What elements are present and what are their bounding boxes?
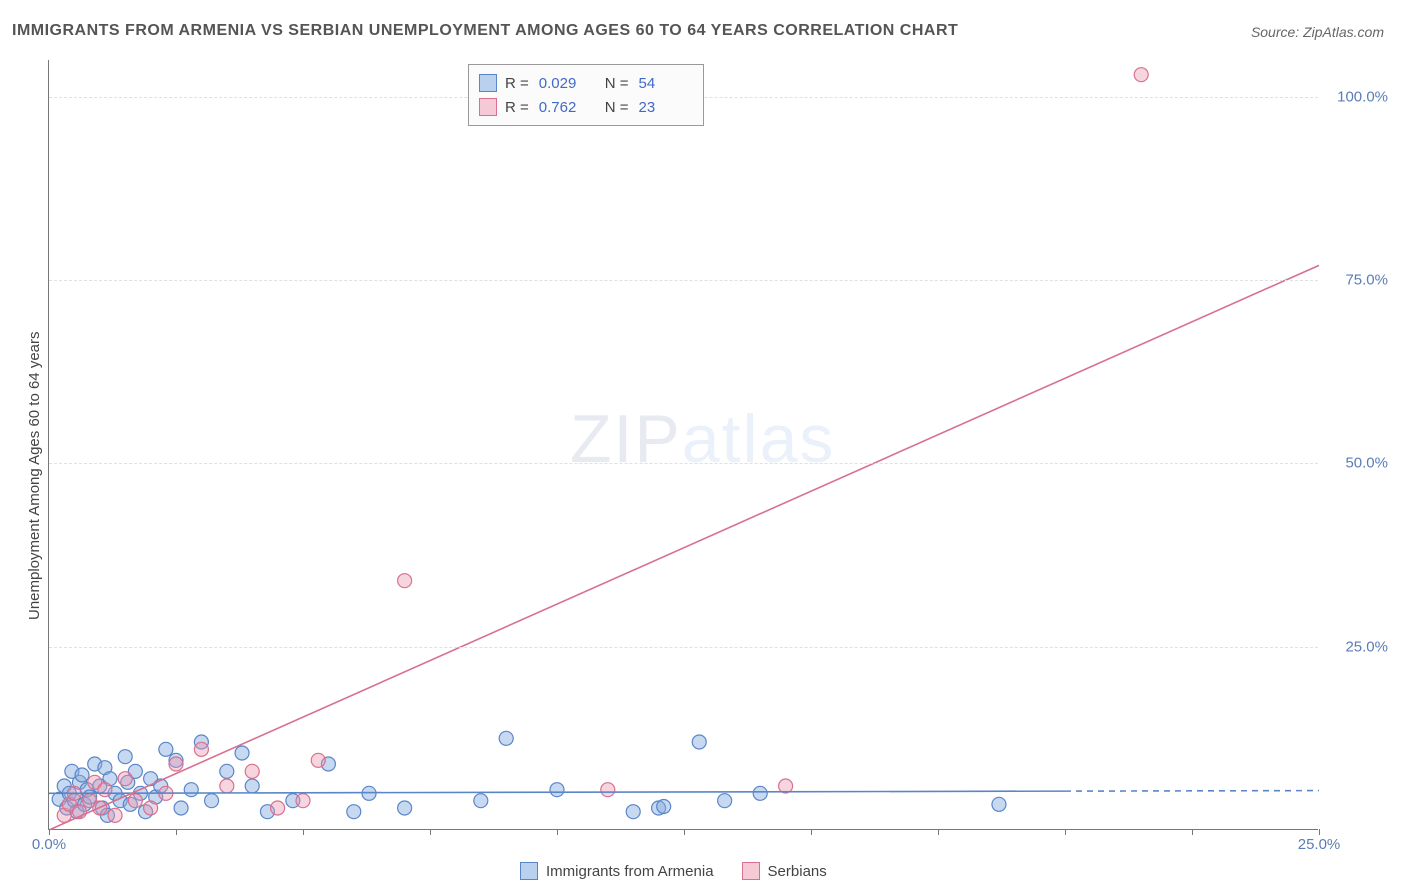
series-legend: Immigrants from Armenia Serbians [520,862,827,880]
x-tick-mark [430,829,431,835]
x-tick-mark [1192,829,1193,835]
data-point [398,574,412,588]
regression-line [49,265,1319,830]
data-point [550,783,564,797]
data-point [474,794,488,808]
data-point [75,768,89,782]
data-point [108,808,122,822]
data-point [194,742,208,756]
data-point [118,772,132,786]
x-tick-mark [557,829,558,835]
data-point [128,794,142,808]
data-point [220,764,234,778]
data-point [184,783,198,797]
n-value: 23 [639,99,689,116]
plot-area: 25.0%50.0%75.0%100.0%0.0%25.0% [48,60,1318,830]
data-point [169,757,183,771]
legend-swatch [520,862,538,880]
data-point [601,783,615,797]
r-label: R = [505,75,529,92]
data-point [205,794,219,808]
correlation-row: R = 0.762 N = 23 [479,95,689,119]
x-tick-label: 0.0% [32,836,66,853]
x-tick-mark [811,829,812,835]
x-tick-mark [1065,829,1066,835]
x-tick-mark [1319,829,1320,835]
y-axis-label: Unemployment Among Ages 60 to 64 years [26,331,43,620]
data-point [779,779,793,793]
data-point [753,786,767,800]
data-point [271,801,285,815]
legend-swatch [742,862,760,880]
data-point [657,800,671,814]
legend-swatch [479,74,497,92]
data-point [245,764,259,778]
legend-item: Serbians [742,862,827,880]
y-tick-label: 50.0% [1345,455,1388,472]
data-point [499,731,513,745]
source-value: ZipAtlas.com [1303,24,1384,40]
gridline-h [49,647,1318,648]
y-tick-label: 25.0% [1345,638,1388,655]
data-point [144,801,158,815]
regression-line [49,791,1065,793]
data-point [98,783,112,797]
chart-container: IMMIGRANTS FROM ARMENIA VS SERBIAN UNEMP… [0,0,1406,892]
data-point [626,805,640,819]
x-tick-label: 25.0% [1298,836,1341,853]
x-tick-mark [303,829,304,835]
correlation-legend-box: R = 0.029 N = 54 R = 0.762 N = 23 [468,64,704,126]
gridline-h [49,280,1318,281]
data-point [992,797,1006,811]
legend-swatch [479,98,497,116]
data-point [311,753,325,767]
data-point [398,801,412,815]
data-point [347,805,361,819]
r-label: R = [505,99,529,116]
data-point [235,746,249,760]
gridline-h [49,463,1318,464]
x-tick-mark [176,829,177,835]
source-attribution: Source: ZipAtlas.com [1251,24,1384,40]
r-value: 0.029 [539,75,589,92]
data-point [692,735,706,749]
data-point [220,779,234,793]
n-label: N = [605,75,629,92]
data-point [159,742,173,756]
plot-svg [49,60,1319,830]
n-label: N = [605,99,629,116]
legend-label: Immigrants from Armenia [546,863,714,880]
n-value: 54 [639,75,689,92]
data-point [296,794,310,808]
chart-title: IMMIGRANTS FROM ARMENIA VS SERBIAN UNEMP… [12,22,958,40]
correlation-row: R = 0.029 N = 54 [479,71,689,95]
source-label: Source: [1251,24,1299,40]
x-tick-mark [938,829,939,835]
y-tick-label: 100.0% [1337,88,1388,105]
y-tick-label: 75.0% [1345,272,1388,289]
x-tick-mark [49,829,50,835]
legend-item: Immigrants from Armenia [520,862,714,880]
data-point [718,794,732,808]
x-tick-mark [684,829,685,835]
data-point [245,779,259,793]
data-point [1134,68,1148,82]
data-point [118,750,132,764]
regression-line [1065,791,1319,792]
r-value: 0.762 [539,99,589,116]
legend-label: Serbians [768,863,827,880]
data-point [174,801,188,815]
